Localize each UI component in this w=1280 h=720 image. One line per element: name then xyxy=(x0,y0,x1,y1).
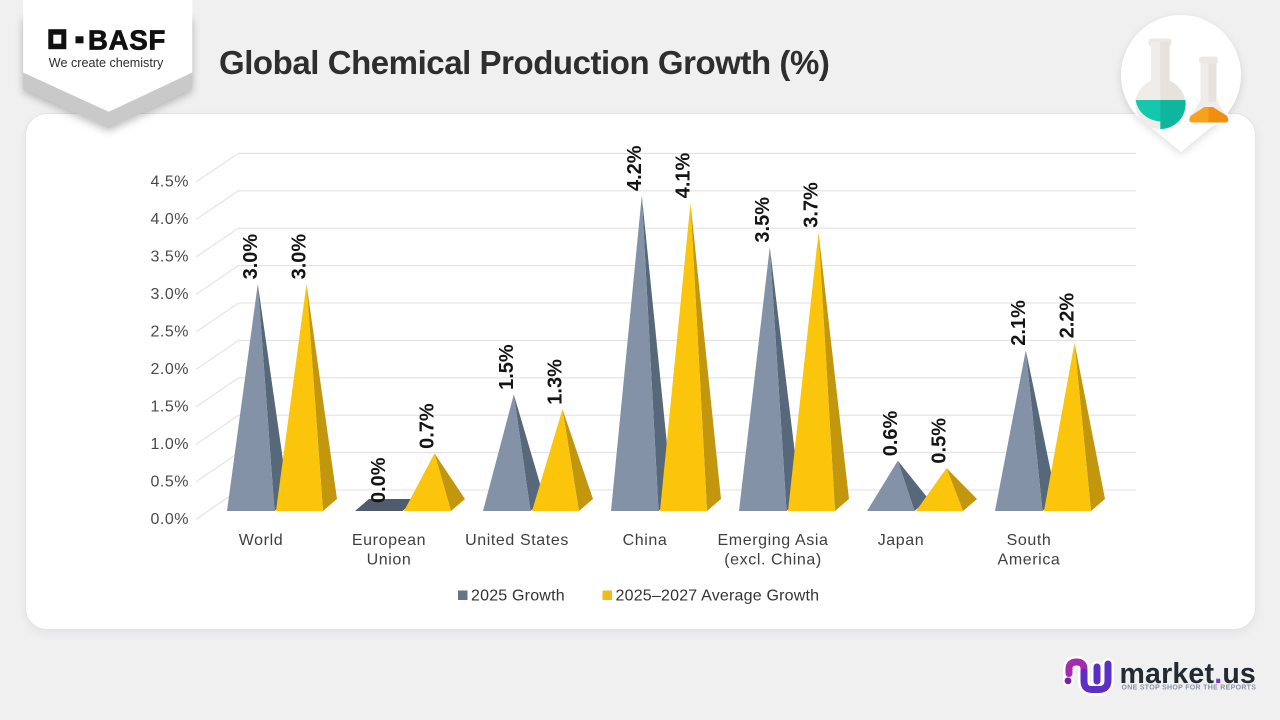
svg-text:ONE STOP SHOP FOR THE REPORTS: ONE STOP SHOP FOR THE REPORTS xyxy=(1122,685,1257,692)
svg-text:3.7%: 3.7% xyxy=(801,182,823,228)
svg-text:3.5%: 3.5% xyxy=(752,197,774,243)
svg-text:United States: United States xyxy=(465,532,569,549)
svg-text:0.7%: 0.7% xyxy=(417,403,439,449)
svg-text:4.5%: 4.5% xyxy=(151,173,189,190)
svg-text:European: European xyxy=(352,532,426,549)
svg-text:2.5%: 2.5% xyxy=(151,323,189,340)
svg-text:1.5%: 1.5% xyxy=(151,398,189,415)
svg-text:0.6%: 0.6% xyxy=(880,410,902,456)
svg-text:South: South xyxy=(1007,532,1052,549)
svg-text:0.5%: 0.5% xyxy=(151,473,189,490)
svg-text:1.5%: 1.5% xyxy=(496,344,518,390)
svg-text:market.us: market.us xyxy=(1120,658,1256,690)
svg-text:America: America xyxy=(998,552,1061,569)
svg-text:2025 Growth: 2025 Growth xyxy=(471,588,565,605)
svg-text:2.2%: 2.2% xyxy=(1057,293,1079,339)
svg-text:BASF: BASF xyxy=(88,24,166,55)
svg-text:0.5%: 0.5% xyxy=(929,418,951,464)
svg-text:Union: Union xyxy=(367,552,412,569)
svg-text:3.0%: 3.0% xyxy=(151,286,189,303)
svg-text:0.0%: 0.0% xyxy=(368,457,390,503)
svg-text:4.0%: 4.0% xyxy=(151,211,189,228)
svg-text:(excl. China): (excl. China) xyxy=(724,552,822,569)
svg-text:China: China xyxy=(623,532,668,549)
svg-text:4.1%: 4.1% xyxy=(673,152,695,198)
svg-text:2.1%: 2.1% xyxy=(1008,300,1030,346)
svg-text:We create chemistry: We create chemistry xyxy=(49,56,164,70)
svg-text:3.0%: 3.0% xyxy=(289,234,311,280)
svg-text:4.2%: 4.2% xyxy=(624,145,646,191)
svg-text:3.5%: 3.5% xyxy=(151,248,189,265)
svg-text:World: World xyxy=(239,532,284,549)
svg-text:0.0%: 0.0% xyxy=(151,511,189,528)
svg-text:2.0%: 2.0% xyxy=(151,361,189,378)
svg-text:Emerging Asia: Emerging Asia xyxy=(718,532,829,549)
svg-text:1.3%: 1.3% xyxy=(545,359,567,405)
svg-text:2025–2027 Average Growth: 2025–2027 Average Growth xyxy=(616,588,820,605)
svg-text:Japan: Japan xyxy=(878,532,925,549)
svg-text:3.0%: 3.0% xyxy=(240,234,262,280)
svg-text:1.0%: 1.0% xyxy=(151,436,189,453)
